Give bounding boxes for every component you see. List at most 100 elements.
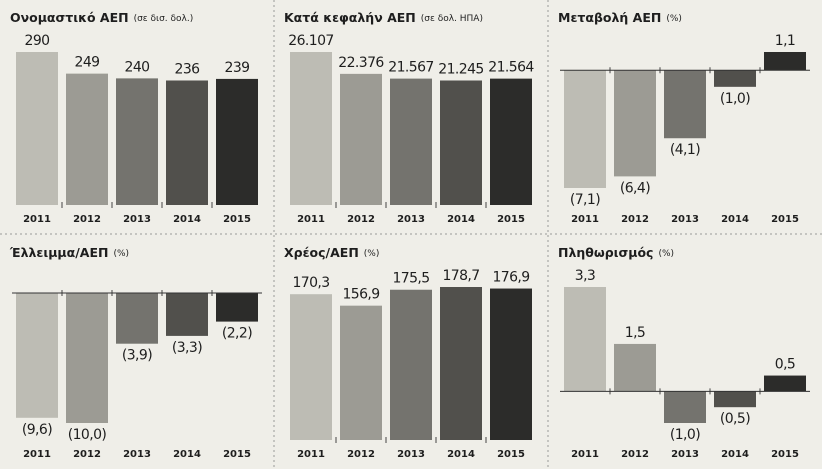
title-text: Έλλειμμα/ΑΕΠ — [9, 245, 108, 260]
value-label: 236 — [175, 61, 201, 77]
title-text: Ονομαστικό ΑΕΠ — [10, 10, 129, 25]
x-tick-label: 2012 — [347, 214, 375, 225]
value-label: 156,9 — [342, 287, 379, 303]
x-tick-label: 2012 — [347, 449, 375, 460]
bar — [290, 52, 332, 205]
subtitle-text: (σε δισ. δολ.) — [134, 14, 194, 24]
bar — [116, 293, 158, 344]
x-tick-label: 2011 — [23, 214, 51, 225]
chart-title: Μεταβολή ΑΕΠ (%) — [558, 10, 682, 25]
x-tick-label: 2015 — [223, 214, 251, 225]
bar — [16, 52, 58, 205]
x-tick-label: 2013 — [397, 214, 425, 225]
bar — [340, 73, 382, 206]
x-tick-label: 2011 — [297, 449, 325, 460]
bar — [490, 288, 532, 440]
value-label: 22.376 — [338, 55, 384, 71]
x-tick-label: 2015 — [497, 214, 525, 225]
value-label: (7,1) — [570, 192, 600, 208]
x-tick-label: 2014 — [721, 214, 749, 225]
x-tick-label: 2015 — [223, 449, 251, 460]
title-text: Χρέος/ΑΕΠ — [284, 245, 359, 260]
panel: Πληθωρισμός (%) 3,3 2011 1,5 2012 (1,0) 2013 (0,… — [558, 245, 810, 460]
bar — [440, 80, 482, 205]
value-label: (4,1) — [670, 142, 700, 158]
value-label: 21.564 — [488, 60, 534, 76]
x-tick-label: 2013 — [671, 214, 699, 225]
value-label: (3,3) — [172, 340, 202, 356]
subtitle-text: (%) — [666, 14, 682, 24]
panel: Έλλειμμα/ΑΕΠ (%) (9,6) 2011 (10,0) 2012 (3,9) 2… — [9, 245, 262, 460]
value-label: (10,0) — [68, 427, 107, 443]
value-label: 290 — [25, 33, 50, 49]
bar — [390, 78, 432, 205]
bar — [340, 305, 382, 440]
bar — [664, 70, 706, 139]
value-label: (0,5) — [720, 411, 750, 427]
x-tick-label: 2012 — [73, 449, 101, 460]
x-tick-label: 2014 — [447, 214, 475, 225]
bar — [490, 78, 532, 205]
chart-title: Ονομαστικό ΑΕΠ (σε δισ. δολ.) — [10, 10, 193, 25]
chart-title: Χρέος/ΑΕΠ (%) — [284, 245, 379, 260]
bar — [16, 293, 58, 418]
subtitle-text: (%) — [364, 249, 380, 259]
x-tick-label: 2015 — [771, 449, 799, 460]
chart-title: Έλλειμμα/ΑΕΠ (%) — [9, 245, 129, 260]
value-label: (1,0) — [670, 427, 700, 443]
value-label: 1,5 — [625, 325, 645, 341]
bar — [166, 293, 208, 336]
x-tick-label: 2014 — [173, 214, 201, 225]
x-tick-label: 2013 — [671, 449, 699, 460]
x-tick-label: 2012 — [73, 214, 101, 225]
bar — [390, 289, 432, 440]
bar — [216, 78, 258, 205]
subtitle-text: (%) — [658, 249, 674, 259]
x-tick-label: 2011 — [571, 449, 599, 460]
value-label: 175,5 — [392, 271, 429, 287]
bar — [614, 343, 656, 392]
bar — [66, 73, 108, 205]
title-text: Κατά κεφαλήν ΑΕΠ — [284, 10, 416, 25]
bar — [764, 375, 806, 392]
bar — [216, 293, 258, 322]
bar — [564, 70, 606, 188]
panel: Κατά κεφαλήν ΑΕΠ (σε δολ. ΗΠΑ) 26.107 2011 2… — [284, 10, 535, 226]
x-tick-label: 2013 — [123, 214, 151, 225]
bar — [116, 78, 158, 205]
value-label: (1,0) — [720, 91, 750, 107]
x-tick-label: 2015 — [771, 214, 799, 225]
value-label: 21.567 — [388, 60, 433, 76]
value-label: 239 — [225, 60, 250, 76]
bar — [166, 80, 208, 205]
panel: Χρέος/ΑΕΠ (%) 170,3 2011 156,9 2012 175,5 2013 1… — [284, 245, 532, 460]
value-label: 0,5 — [775, 357, 795, 373]
x-tick-label: 2014 — [173, 449, 201, 460]
bar — [714, 70, 756, 87]
x-tick-label: 2015 — [497, 449, 525, 460]
bar — [614, 70, 656, 177]
bar — [290, 294, 332, 440]
value-label: 21.245 — [438, 61, 483, 77]
chart-title: Πληθωρισμός (%) — [558, 245, 674, 260]
value-label: 3,3 — [575, 268, 595, 284]
bar — [714, 391, 756, 408]
value-label: 1,1 — [775, 33, 795, 49]
x-tick-label: 2011 — [571, 214, 599, 225]
x-tick-label: 2011 — [23, 449, 51, 460]
panel: Μεταβολή ΑΕΠ (%) (7,1) 2011 (6,4) 2012 (4,1) 20… — [558, 10, 810, 225]
bar — [66, 293, 108, 423]
x-tick-label: 2014 — [721, 449, 749, 460]
value-label: 249 — [75, 55, 100, 71]
value-label: (9,6) — [22, 422, 52, 438]
value-label: 240 — [125, 59, 150, 75]
x-tick-label: 2012 — [621, 214, 649, 225]
value-label: (3,9) — [122, 348, 152, 364]
bar — [664, 391, 706, 423]
x-tick-label: 2011 — [297, 214, 325, 225]
subtitle-text: (%) — [113, 249, 129, 259]
subtitle-text: (σε δολ. ΗΠΑ) — [421, 14, 483, 24]
x-tick-label: 2014 — [447, 449, 475, 460]
bar — [440, 287, 482, 440]
